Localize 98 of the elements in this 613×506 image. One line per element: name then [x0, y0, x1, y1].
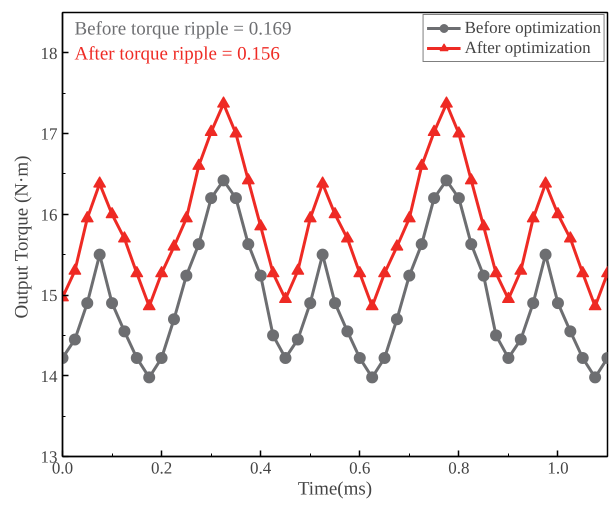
- point: [526, 210, 540, 222]
- y-tick-label: 16: [40, 205, 58, 224]
- point: [229, 126, 242, 138]
- point: [94, 248, 106, 261]
- point: [118, 325, 130, 338]
- point: [167, 239, 180, 251]
- point: [242, 172, 255, 184]
- point: [156, 352, 168, 364]
- point: [539, 176, 552, 188]
- point: [266, 266, 280, 278]
- point: [304, 297, 316, 310]
- point: [291, 263, 304, 275]
- point: [540, 248, 552, 261]
- point: [130, 266, 144, 278]
- point: [192, 158, 206, 170]
- point: [118, 231, 131, 242]
- point: [589, 371, 602, 384]
- point: [378, 266, 392, 278]
- point: [329, 297, 341, 310]
- point: [328, 206, 342, 218]
- point: [254, 219, 268, 230]
- point: [378, 352, 391, 364]
- point: [564, 325, 576, 338]
- point: [142, 298, 156, 310]
- point: [465, 238, 478, 250]
- point: [502, 352, 514, 364]
- point: [180, 210, 193, 222]
- point: [502, 292, 515, 304]
- x-tick-label: 0.6: [349, 458, 370, 478]
- point: [416, 238, 428, 250]
- point: [279, 352, 292, 364]
- point: [316, 176, 330, 188]
- point: [81, 297, 94, 310]
- point: [440, 96, 453, 108]
- point: [304, 210, 317, 222]
- point: [588, 298, 602, 310]
- point: [464, 172, 478, 184]
- point: [143, 371, 156, 384]
- point: [130, 352, 143, 364]
- point: [292, 333, 304, 346]
- point: [415, 158, 428, 170]
- point: [527, 297, 540, 310]
- point: [478, 270, 490, 282]
- y-tick-label: 15: [40, 286, 58, 306]
- point: [340, 231, 354, 242]
- y-tick-label: 14: [40, 366, 58, 386]
- point: [576, 266, 590, 278]
- point: [218, 174, 230, 186]
- point: [106, 206, 119, 218]
- point: [155, 266, 168, 278]
- point: [366, 298, 379, 310]
- point: [390, 239, 404, 251]
- point: [68, 333, 81, 346]
- point: [217, 96, 230, 108]
- x-tick-label: 0.2: [150, 458, 172, 478]
- point: [576, 352, 589, 364]
- point: [403, 270, 416, 282]
- point: [68, 263, 82, 275]
- annotation: After torque ripple = 0.156: [74, 44, 280, 64]
- point: [514, 333, 527, 346]
- point: [93, 176, 106, 188]
- x-tick-label: 0.4: [250, 458, 272, 478]
- point: [366, 371, 378, 384]
- point: [390, 313, 403, 326]
- point: [440, 174, 452, 186]
- legend-label: After optimization: [464, 38, 591, 58]
- point: [106, 297, 118, 310]
- point: [490, 266, 503, 278]
- point: [428, 124, 441, 136]
- point: [254, 270, 267, 282]
- point: [168, 313, 180, 326]
- x-tick-label: 1.0: [547, 458, 569, 478]
- point: [514, 263, 528, 275]
- x-axis-title: Time(ms): [298, 478, 372, 500]
- point: [402, 210, 416, 222]
- point: [278, 292, 292, 304]
- x-tick-label: 0.8: [448, 458, 470, 478]
- point: [316, 248, 329, 261]
- point: [341, 325, 354, 338]
- point: [354, 352, 366, 364]
- annotation: Before torque ripple = 0.169: [74, 18, 292, 40]
- y-tick-label: 17: [40, 124, 58, 144]
- point: [204, 124, 218, 136]
- y-tick-label: 18: [40, 44, 58, 63]
- point: [564, 231, 577, 242]
- point: [180, 270, 192, 282]
- point: [452, 126, 466, 138]
- point: [477, 219, 490, 230]
- point: [551, 206, 564, 218]
- point: [242, 238, 254, 250]
- y-axis-title: Output Torque (N·m): [12, 156, 32, 319]
- legend-label: Before optimization: [464, 18, 601, 38]
- point: [490, 329, 502, 342]
- point: [552, 297, 564, 310]
- point: [267, 329, 280, 342]
- point: [192, 238, 205, 250]
- point: [80, 210, 94, 222]
- point: [353, 266, 366, 278]
